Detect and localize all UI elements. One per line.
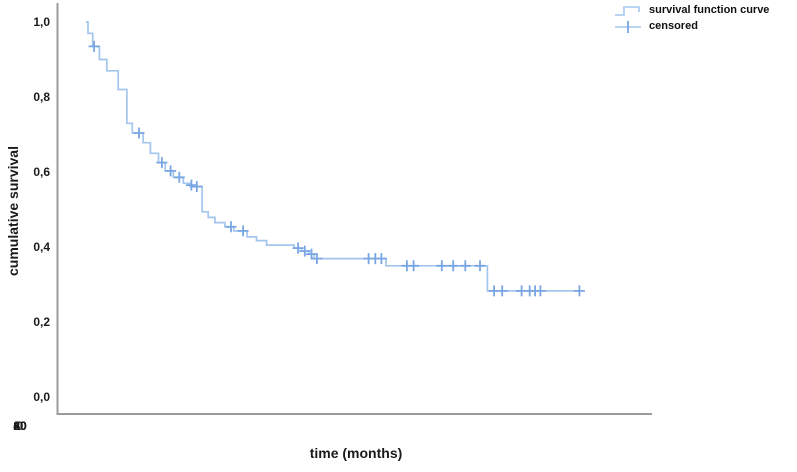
y-tick-label: 0,0 [33,390,50,404]
y-tick-label: 0,8 [33,90,50,104]
x-tick-label: 80 [13,419,27,433]
y-tick-label: 1,0 [33,15,50,29]
legend-item-censored: censored [614,19,769,34]
legend-label: censored [649,20,698,32]
legend: survival function curve censored [614,3,769,34]
x-tick-label: 20 [13,419,27,433]
x-tick-label: 40 [13,419,27,433]
x-tick-label: 60 [13,419,27,433]
y-tick-label: 0,6 [33,165,50,179]
plus-marker-icon [615,20,641,33]
x-tick-label: 0 [16,419,24,433]
step-line-icon [615,5,640,16]
legend-label: survival function curve [649,4,770,16]
y-axis-title: cumulative survival [5,146,21,276]
y-tick-label: 0,2 [33,315,50,329]
y-tick-label: 0,4 [33,240,50,254]
censored-marks [88,40,585,297]
x-axis-title: time (months) [309,445,403,461]
legend-item-survival-curve: survival function curve [614,3,769,18]
survival-curve [86,21,580,292]
